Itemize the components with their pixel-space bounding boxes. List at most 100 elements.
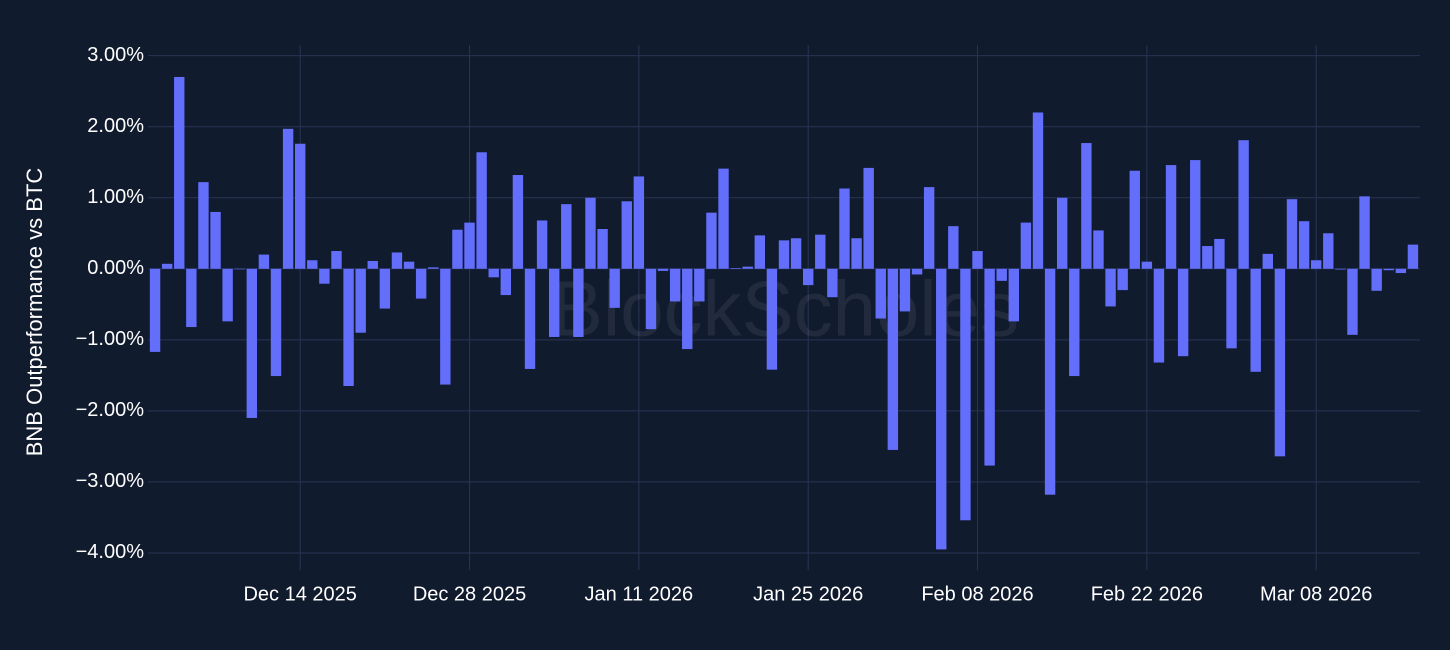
bar <box>839 188 850 269</box>
bar <box>694 268 705 302</box>
x-tick-label: Dec 14 2025 <box>243 583 356 605</box>
bar <box>1407 244 1419 269</box>
bar <box>1371 268 1382 291</box>
bar <box>573 268 584 337</box>
bar <box>367 260 378 269</box>
bar <box>899 268 911 312</box>
bar <box>198 182 209 269</box>
watermark: BlockScholes <box>551 265 1019 353</box>
bar <box>343 268 354 387</box>
bar <box>911 268 923 275</box>
bar <box>1190 160 1201 269</box>
bar <box>875 268 886 319</box>
bar <box>1286 199 1298 269</box>
bar <box>645 268 657 330</box>
y-tick-label: 2.00% <box>87 115 144 137</box>
bar <box>1262 253 1274 269</box>
bar <box>524 268 536 369</box>
y-tick-label: −2.00% <box>76 399 145 421</box>
bar <box>1395 268 1407 274</box>
bar <box>464 222 475 269</box>
bar <box>500 268 512 296</box>
bar <box>1347 268 1358 335</box>
bar <box>210 211 221 269</box>
bar <box>1069 268 1080 377</box>
bar <box>1335 268 1346 270</box>
bar <box>174 76 185 269</box>
y-axis-title: BNB Outperformance vs BTC <box>22 168 47 457</box>
bar <box>609 268 620 308</box>
bar <box>887 268 899 450</box>
bar <box>718 168 729 269</box>
bar <box>161 263 173 269</box>
bar <box>476 152 487 269</box>
bar <box>149 268 161 352</box>
bar <box>1250 268 1261 372</box>
y-tick-label: 1.00% <box>87 186 144 208</box>
bar <box>512 175 524 269</box>
bar <box>1323 233 1334 269</box>
bar <box>754 235 766 269</box>
bar <box>802 268 814 286</box>
bar <box>948 226 959 269</box>
x-tick-label: Jan 11 2026 <box>585 583 694 605</box>
bar <box>863 167 874 269</box>
bar <box>1141 261 1153 269</box>
bar <box>1298 221 1310 269</box>
bar <box>307 260 318 269</box>
bar <box>319 268 330 284</box>
bar <box>1214 238 1225 269</box>
bar <box>186 268 197 328</box>
bar <box>379 268 391 309</box>
bar <box>246 268 258 418</box>
bar-layer <box>149 76 1419 550</box>
bar <box>1081 143 1092 269</box>
y-tick-label: −1.00% <box>76 328 145 350</box>
bar <box>706 212 717 269</box>
bar <box>1105 268 1116 307</box>
bar <box>1056 197 1068 269</box>
bar <box>1383 268 1394 271</box>
bar <box>440 268 451 385</box>
bar <box>790 238 802 269</box>
bar <box>669 268 681 302</box>
x-tick-label: Dec 28 2025 <box>413 583 526 605</box>
bar <box>815 234 826 269</box>
bar <box>766 268 778 370</box>
bar <box>682 268 693 350</box>
y-tick-label: −4.00% <box>76 541 145 563</box>
bar <box>1226 268 1237 349</box>
bar <box>1274 268 1286 457</box>
bar <box>633 176 645 269</box>
bar <box>851 238 862 269</box>
bar <box>1008 268 1020 322</box>
bar <box>1020 222 1032 269</box>
bar <box>428 267 439 269</box>
bar <box>1153 268 1165 363</box>
bar <box>1177 268 1189 357</box>
bar <box>1238 140 1249 269</box>
bar <box>936 268 947 550</box>
bar <box>1044 268 1056 495</box>
bar <box>415 268 427 299</box>
bar <box>331 251 342 269</box>
bar <box>403 261 415 269</box>
bar <box>1117 268 1128 291</box>
bar <box>452 229 463 269</box>
bar <box>294 143 306 269</box>
bar <box>1310 260 1322 269</box>
x-tick-label: Jan 25 2026 <box>753 583 863 605</box>
bar <box>1032 112 1044 269</box>
bar <box>972 251 983 269</box>
y-tick-label: −3.00% <box>76 470 145 492</box>
y-tick-label: 0.00% <box>87 257 144 279</box>
bar <box>984 268 995 466</box>
bar <box>960 268 971 521</box>
bar <box>1359 196 1370 269</box>
bar <box>597 228 608 269</box>
bar <box>355 268 366 333</box>
bar <box>923 187 935 269</box>
bar <box>827 268 838 298</box>
